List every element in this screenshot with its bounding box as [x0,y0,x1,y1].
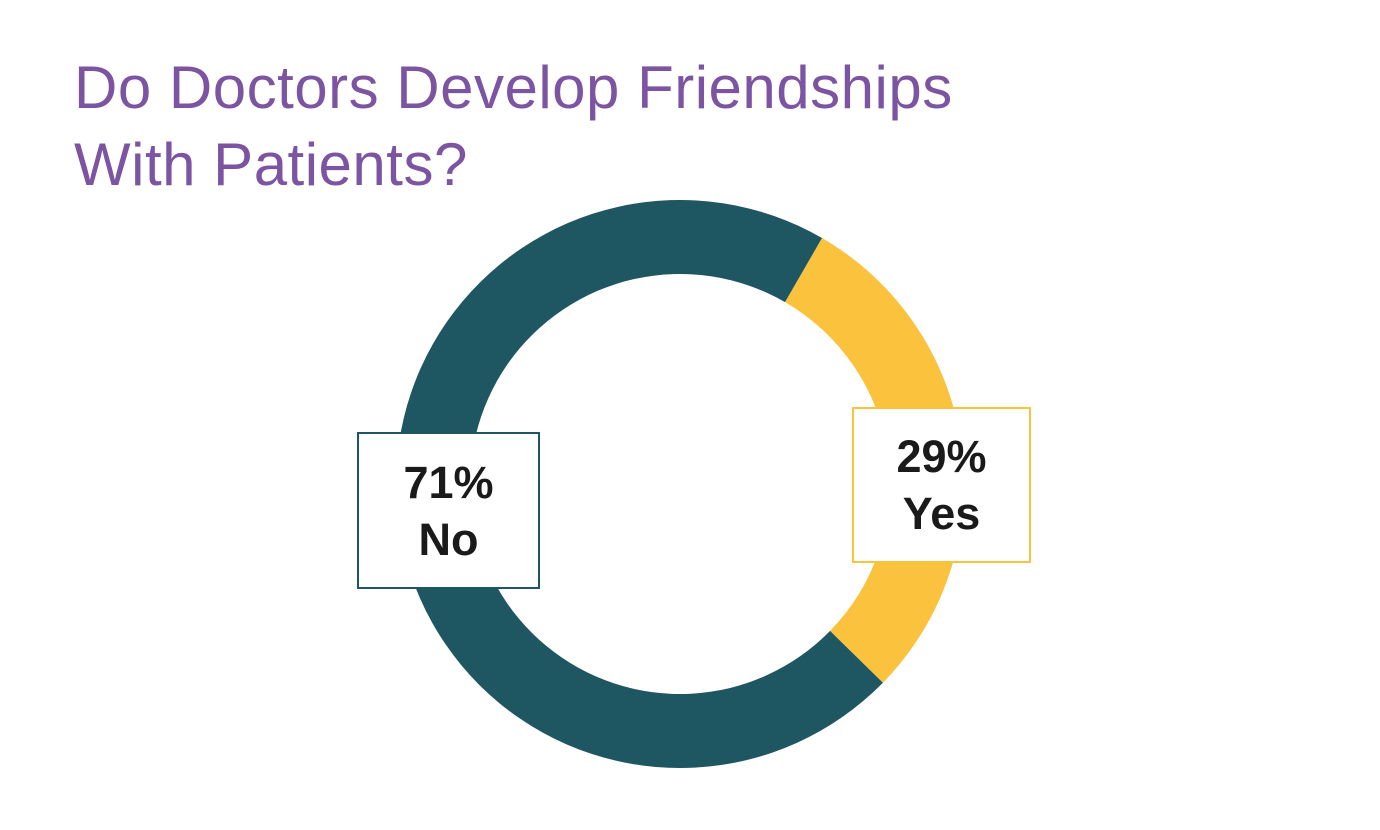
yes-percent-value: 29% [896,431,987,482]
no-answer-label: No [418,513,479,565]
chart-title-line1: Do Doctors Develop Friendships [74,54,953,121]
no-callout-box: 71% No [357,432,540,589]
chart-title: Do Doctors Develop Friendships With Pati… [74,49,953,203]
yes-callout-box: 29% Yes [852,407,1031,563]
chart-title-line2: With Patients? [74,131,468,198]
donut-segment-yes [785,238,964,683]
no-percent-value: 71% [403,456,494,508]
donut-segment-no [395,199,883,768]
yes-answer-label: Yes [902,488,981,539]
